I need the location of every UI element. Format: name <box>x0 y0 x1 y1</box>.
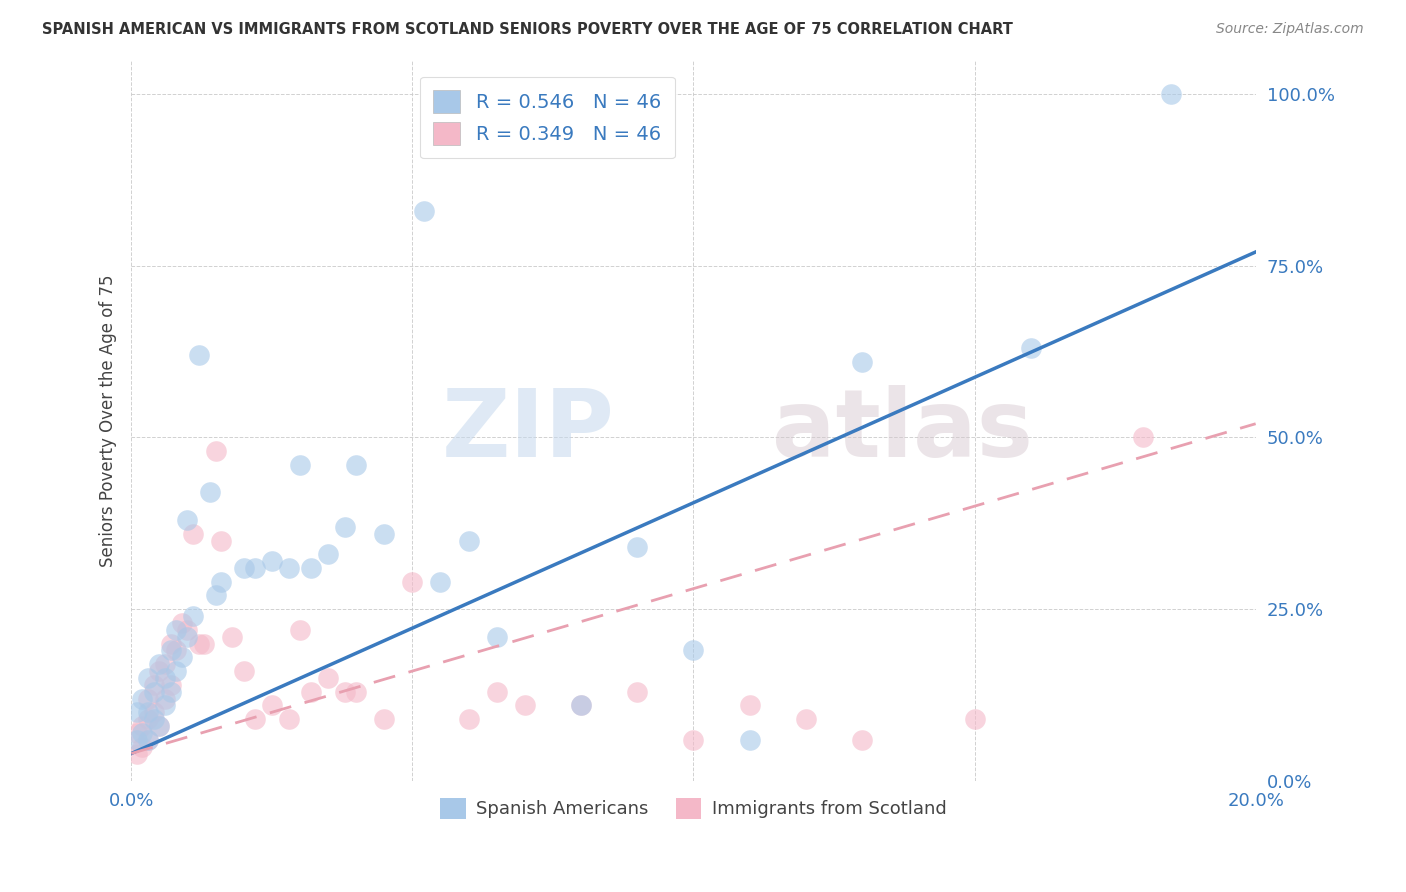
Point <box>165 643 187 657</box>
Point <box>193 637 215 651</box>
Point <box>569 698 592 713</box>
Point <box>148 664 170 678</box>
Point <box>333 520 356 534</box>
Point <box>131 739 153 754</box>
Point <box>148 719 170 733</box>
Point <box>316 547 339 561</box>
Point <box>485 630 508 644</box>
Point <box>170 615 193 630</box>
Point <box>170 650 193 665</box>
Point <box>738 732 761 747</box>
Text: atlas: atlas <box>772 385 1033 477</box>
Point <box>159 643 181 657</box>
Point <box>209 533 232 548</box>
Point <box>485 684 508 698</box>
Point <box>232 664 254 678</box>
Point <box>204 444 226 458</box>
Point <box>181 609 204 624</box>
Point <box>204 589 226 603</box>
Point <box>159 637 181 651</box>
Point <box>429 574 451 589</box>
Point <box>682 643 704 657</box>
Point <box>333 684 356 698</box>
Point <box>131 726 153 740</box>
Point <box>153 691 176 706</box>
Point <box>125 706 148 720</box>
Point <box>851 355 873 369</box>
Point <box>1019 341 1042 355</box>
Point <box>569 698 592 713</box>
Point <box>299 561 322 575</box>
Point <box>159 678 181 692</box>
Point <box>851 732 873 747</box>
Point <box>181 526 204 541</box>
Point <box>125 747 148 761</box>
Point <box>176 623 198 637</box>
Point <box>243 561 266 575</box>
Text: Source: ZipAtlas.com: Source: ZipAtlas.com <box>1216 22 1364 37</box>
Point <box>187 348 209 362</box>
Point <box>187 637 209 651</box>
Point <box>401 574 423 589</box>
Text: SPANISH AMERICAN VS IMMIGRANTS FROM SCOTLAND SENIORS POVERTY OVER THE AGE OF 75 : SPANISH AMERICAN VS IMMIGRANTS FROM SCOT… <box>42 22 1014 37</box>
Point <box>288 623 311 637</box>
Point <box>373 712 395 726</box>
Point <box>260 698 283 713</box>
Point <box>299 684 322 698</box>
Point <box>412 203 434 218</box>
Point <box>153 698 176 713</box>
Y-axis label: Seniors Poverty Over the Age of 75: Seniors Poverty Over the Age of 75 <box>100 274 117 566</box>
Point <box>159 684 181 698</box>
Legend: Spanish Americans, Immigrants from Scotland: Spanish Americans, Immigrants from Scotl… <box>433 791 953 826</box>
Point <box>136 671 159 685</box>
Point <box>457 712 479 726</box>
Point <box>198 485 221 500</box>
Point <box>626 684 648 698</box>
Point <box>738 698 761 713</box>
Point <box>682 732 704 747</box>
Point <box>277 712 299 726</box>
Point <box>513 698 536 713</box>
Point <box>457 533 479 548</box>
Point <box>209 574 232 589</box>
Point <box>626 541 648 555</box>
Point <box>176 630 198 644</box>
Point <box>232 561 254 575</box>
Point <box>142 712 165 726</box>
Point <box>1160 87 1182 101</box>
Point <box>963 712 986 726</box>
Point <box>176 513 198 527</box>
Point <box>1132 430 1154 444</box>
Point <box>142 678 165 692</box>
Point <box>136 732 159 747</box>
Point <box>148 657 170 672</box>
Point <box>136 691 159 706</box>
Point <box>125 732 148 747</box>
Point <box>794 712 817 726</box>
Point <box>260 554 283 568</box>
Point <box>153 657 176 672</box>
Point <box>153 671 176 685</box>
Point <box>142 684 165 698</box>
Point <box>277 561 299 575</box>
Point <box>243 712 266 726</box>
Point <box>316 671 339 685</box>
Point <box>373 526 395 541</box>
Text: ZIP: ZIP <box>441 385 614 477</box>
Point <box>136 706 159 720</box>
Point <box>131 719 153 733</box>
Point <box>131 691 153 706</box>
Point <box>165 623 187 637</box>
Point <box>136 732 159 747</box>
Point <box>165 664 187 678</box>
Point <box>344 458 367 472</box>
Point <box>136 712 159 726</box>
Point <box>288 458 311 472</box>
Point <box>148 719 170 733</box>
Point <box>125 726 148 740</box>
Point <box>344 684 367 698</box>
Point <box>142 706 165 720</box>
Point <box>221 630 243 644</box>
